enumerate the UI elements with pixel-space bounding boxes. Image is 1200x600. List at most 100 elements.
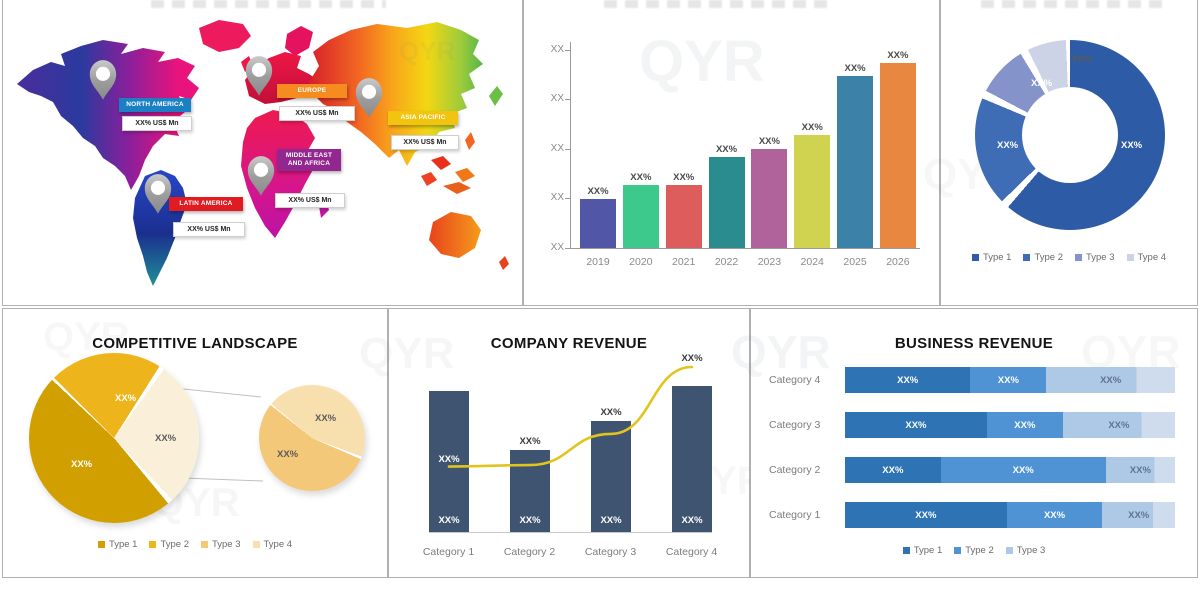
slice-label-type1: XX% [71, 459, 93, 470]
legend-marker [954, 547, 962, 554]
stacked-bar-row-category1: Category 1 XX% XX% XX% [769, 502, 1175, 528]
region-value-middle-east-africa: XX% US$ Mn [275, 193, 345, 208]
segment-label: XX% [1014, 419, 1036, 431]
y-tick-label: XX [550, 242, 564, 253]
x-category-label: 2023 [757, 256, 782, 268]
segment-type1: XX% [845, 367, 971, 393]
legend-item: Type 3 [201, 539, 241, 550]
legend-marker [97, 541, 105, 548]
segment-label: XX% [997, 374, 1019, 386]
segment-label: XX% [905, 419, 927, 431]
slice-label-type3: XX% [277, 449, 299, 460]
y-tick [565, 99, 570, 100]
pie-legend: Type 1 Type 2 Type 3 Type 4 [3, 539, 387, 550]
bar-value-label: XX% [715, 143, 738, 155]
x-category-label: 2024 [800, 256, 824, 268]
region-value-europe: XX% US$ Mn [279, 106, 355, 121]
slice-label-type2: XX% [997, 140, 1019, 151]
map-pin-latin-america [144, 174, 172, 214]
cropped-panel-title [981, 0, 1166, 8]
x-category-label: 2020 [629, 256, 653, 268]
legend-marker [1005, 547, 1013, 554]
bar-fill [708, 156, 745, 248]
y-tick [565, 198, 570, 199]
bar-value-label: XX% [438, 515, 460, 526]
x-category-label: 2025 [843, 256, 867, 268]
bar-fill [794, 135, 831, 248]
legend-marker [971, 254, 979, 261]
bar-fill [751, 149, 788, 248]
bar-2025: XX% 2025 [837, 50, 874, 268]
segment-type2: XX% [970, 367, 1047, 393]
x-category-label: Category 1 [422, 546, 475, 558]
segment-type3: XX% [1046, 367, 1175, 393]
region-value-latin-america: XX% US$ Mn [173, 222, 245, 237]
bar-2019: XX% 2019 [580, 50, 616, 268]
bar-value-label: XX% [519, 515, 541, 526]
segment-label: XX% [882, 464, 904, 476]
slice-label-type4: XX% [1071, 54, 1093, 65]
bar-fill [622, 184, 659, 248]
cropped-panel-title [604, 0, 829, 8]
x-category-label: 2022 [714, 256, 739, 268]
legend-item: Type 3 [1075, 252, 1115, 263]
bar-fill [672, 386, 712, 532]
panel-title: BUSINESS REVENUE [894, 335, 1054, 353]
panel-title: COMPANY REVENUE [490, 335, 648, 353]
donut-hole [1022, 87, 1118, 183]
bar-fill [429, 390, 469, 532]
segment-type1: XX% [845, 502, 1007, 528]
map-pin-north-america [89, 60, 117, 100]
bar-value-label: XX% [887, 50, 909, 61]
x-category-label: Category 3 [584, 546, 637, 558]
secondary-pie-chart: XX% XX% [259, 385, 365, 491]
stacked-bar-row-category2: Category 2 XX% XX% XX% [769, 457, 1175, 483]
legend-item: Type 3 [1005, 545, 1045, 556]
combo-chart-plot: XX% XX% XX% XX% XX% XX% [423, 353, 717, 558]
segment-label: XX% [1012, 464, 1034, 476]
segment-type1: XX% [845, 457, 941, 483]
segment-type3: XX% [1105, 457, 1175, 483]
segment-label: XX% [1100, 374, 1122, 386]
row-label: Category 2 [769, 464, 821, 476]
region-ribbon-middle-east-africa: MIDDLE EAST AND AFRICA [277, 149, 341, 172]
cropped-panel-title [151, 0, 386, 8]
segment-label: XX% [1108, 419, 1130, 431]
map-pin-middle-east-africa [247, 156, 275, 196]
bar-value-label: XX% [844, 62, 866, 74]
legend-item: Type 4 [252, 539, 292, 550]
world-map [17, 20, 509, 286]
bar-fill [837, 75, 874, 248]
annual-growth-chart-panel: QYR XX XX XX XX XX XX% 2019 XX% 2020 XX% [523, 0, 940, 306]
legend-item: Type 2 [149, 539, 189, 550]
region-ribbon-north-america: NORTH AMERICA [119, 98, 191, 113]
row-label: Category 1 [769, 509, 821, 521]
donut-legend: Type 1 Type 2 Type 3 Type 4 [941, 252, 1197, 263]
x-category-label: 2026 [886, 256, 910, 268]
stacked-bar: XX% XX% XX% [845, 457, 1175, 483]
stacked-bar-row-category3: Category 3 XX% XX% XX% [769, 412, 1175, 438]
segment-type3: XX% [1102, 502, 1175, 528]
region-ribbon-latin-america: LATIN AMERICA [169, 197, 243, 212]
map-pin-europe [245, 56, 273, 96]
legend-item: Type 1 [902, 545, 942, 556]
segment-type2: XX% [986, 412, 1063, 438]
bar-2020: XX% 2020 [622, 50, 659, 268]
bar-category4: XX% [672, 367, 712, 532]
panel-title: COMPETITIVE LANDSCAPE [92, 335, 298, 353]
bar-category3: XX% [591, 367, 631, 532]
business-revenue-panel: QYR QYR BUSINESS REVENUE Category 4 XX% … [731, 308, 1198, 578]
legend-marker [1075, 254, 1082, 261]
x-axis [570, 248, 920, 249]
region-ribbon-europe: EUROPE [277, 84, 347, 99]
bar-2022: XX% 2022 [708, 50, 745, 268]
stacked-bar-legend: Type 1 Type 2 Type 3 [751, 545, 1197, 556]
bar-2026: XX% 2026 [879, 50, 916, 268]
bar-series: XX% 2019 XX% 2020 XX% 2021 XX% 2022 XX% [580, 50, 916, 268]
bottom-strip [0, 578, 1200, 600]
slice-label-type3: XX% [1031, 78, 1053, 89]
bar-fill [879, 63, 916, 248]
y-axis [570, 42, 571, 248]
x-category-label: 2021 [672, 256, 696, 268]
